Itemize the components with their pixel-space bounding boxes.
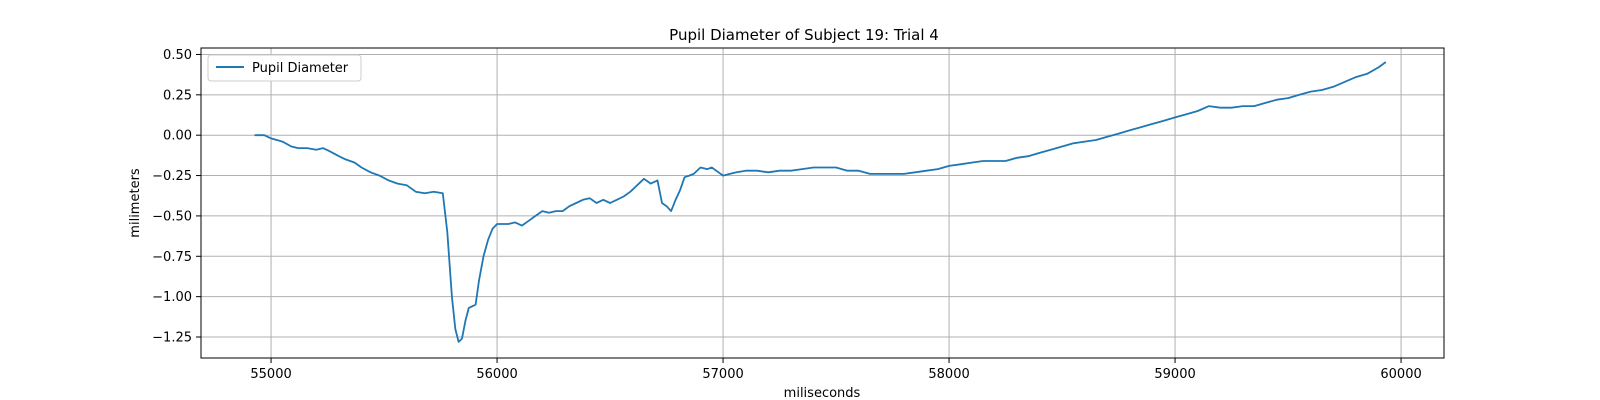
y-tick-label: −1.25 (152, 331, 192, 346)
y-tick-label: 0.25 (163, 88, 192, 103)
y-tick-label: 0.00 (163, 129, 192, 144)
y-tick-label: −1.00 (152, 290, 192, 305)
legend-label: Pupil Diameter (252, 61, 349, 76)
legend: Pupil Diameter (207, 54, 362, 82)
y-axis-ticks: 0.50 0.25 0.00 −0.25 −0.50 −0.75 −1.00 −1.25 (152, 48, 201, 346)
x-tick-label: 57000 (702, 367, 743, 382)
y-tick-label: 0.50 (163, 48, 192, 63)
y-tick-label: −0.25 (152, 169, 192, 184)
y-axis-label: milimeters (128, 168, 143, 238)
y-tick-label: −0.75 (152, 250, 192, 265)
x-tick-label: 60000 (1380, 367, 1421, 382)
gridlines (201, 48, 1444, 358)
x-axis-ticks: 55000 56000 57000 58000 59000 60000 (250, 358, 1422, 382)
legend-box (207, 54, 362, 82)
series-line-pupil-diameter (254, 61, 1387, 343)
x-tick-label: 55000 (250, 367, 291, 382)
y-tick-label: −0.50 (152, 209, 192, 224)
chart-title: Pupil Diameter of Subject 19: Trial 4 (669, 26, 939, 44)
plot-lines (254, 61, 1387, 343)
x-tick-label: 59000 (1154, 367, 1195, 382)
x-tick-label: 58000 (928, 367, 969, 382)
x-tick-label: 56000 (476, 367, 517, 382)
plot-frame (200, 47, 1445, 359)
x-axis-label: miliseconds (784, 386, 861, 400)
